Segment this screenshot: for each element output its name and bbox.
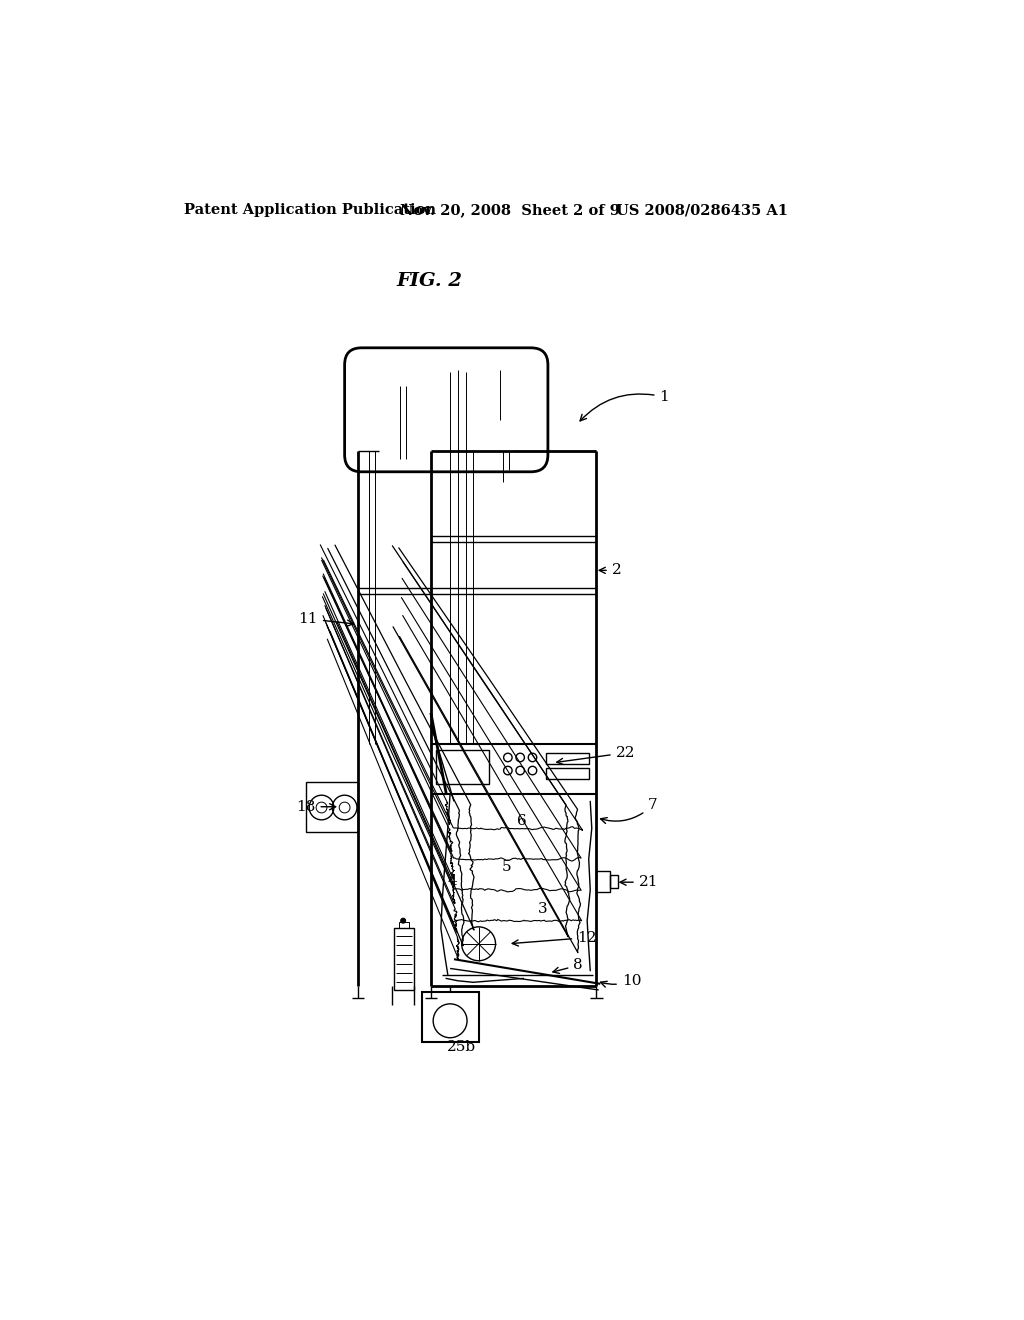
Text: 1: 1 bbox=[581, 391, 670, 421]
Text: 2: 2 bbox=[599, 564, 622, 577]
Text: US 2008/0286435 A1: US 2008/0286435 A1 bbox=[615, 203, 787, 216]
Bar bbox=[394, 928, 414, 990]
Bar bbox=[306, 781, 357, 832]
Text: 5: 5 bbox=[502, 859, 511, 874]
Text: 25b: 25b bbox=[447, 1040, 476, 1055]
Text: Nov. 20, 2008  Sheet 2 of 9: Nov. 20, 2008 Sheet 2 of 9 bbox=[400, 203, 620, 216]
Text: 10: 10 bbox=[600, 974, 641, 987]
Text: 21: 21 bbox=[620, 875, 658, 890]
Text: 6: 6 bbox=[517, 813, 526, 828]
Text: 8: 8 bbox=[553, 958, 583, 973]
Text: FIG. 2: FIG. 2 bbox=[396, 272, 462, 290]
Bar bbox=[422, 991, 479, 1041]
Text: Patent Application Publication: Patent Application Publication bbox=[184, 203, 436, 216]
Text: 18: 18 bbox=[296, 800, 336, 813]
Text: 3: 3 bbox=[538, 902, 547, 916]
Circle shape bbox=[400, 919, 406, 923]
Text: 22: 22 bbox=[557, 746, 635, 764]
Bar bbox=[399, 923, 409, 928]
Bar bbox=[610, 874, 617, 888]
Bar bbox=[596, 871, 610, 892]
Text: 4: 4 bbox=[447, 874, 458, 887]
Text: 11: 11 bbox=[298, 612, 353, 626]
Bar bbox=[547, 768, 589, 779]
Bar bbox=[436, 750, 488, 784]
Bar bbox=[547, 752, 589, 763]
Text: 12: 12 bbox=[512, 931, 597, 946]
Text: 7: 7 bbox=[600, 799, 657, 824]
